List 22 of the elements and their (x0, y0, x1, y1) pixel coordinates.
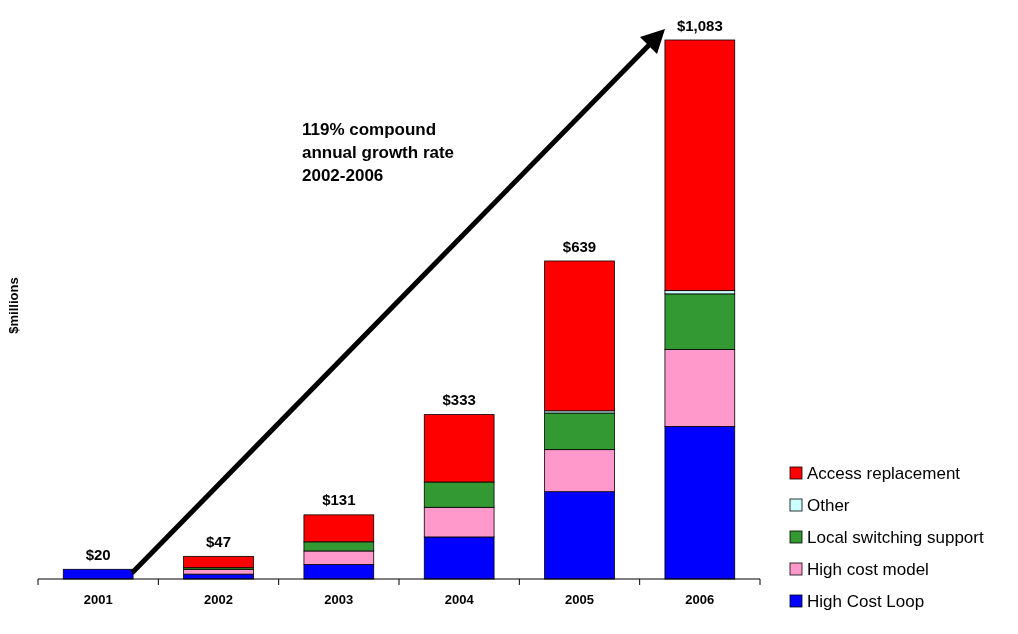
annotation: $639 (562, 237, 597, 255)
bar (544, 260, 615, 412)
annotation: $1,083 (676, 17, 723, 34)
x-tick-label: 2005 (565, 592, 594, 607)
annotation: $131 (322, 490, 356, 508)
y-axis-title: $millions (6, 277, 21, 334)
bar (664, 39, 736, 292)
annotation: $20 (85, 546, 111, 564)
annotation: $333 (442, 390, 476, 408)
x-tick-label: 2003 (324, 592, 354, 607)
legend-label: Local switching support (807, 528, 984, 547)
x-tick-label: 2001 (83, 592, 113, 607)
bar (183, 555, 254, 569)
annotation: 119% compound annual growth rate 2002-2006 (302, 120, 455, 185)
legend-label: High Cost Loop (807, 592, 925, 611)
x-tick-label: 2004 (444, 592, 475, 607)
legend-label: High cost model (807, 560, 929, 579)
legend-label: Other (807, 496, 850, 515)
x-tick-label: 2002 (204, 592, 233, 607)
legend-label: Access replacement (807, 464, 961, 483)
x-tick-label: 2006 (685, 592, 715, 607)
annotation: $47 (205, 532, 232, 550)
